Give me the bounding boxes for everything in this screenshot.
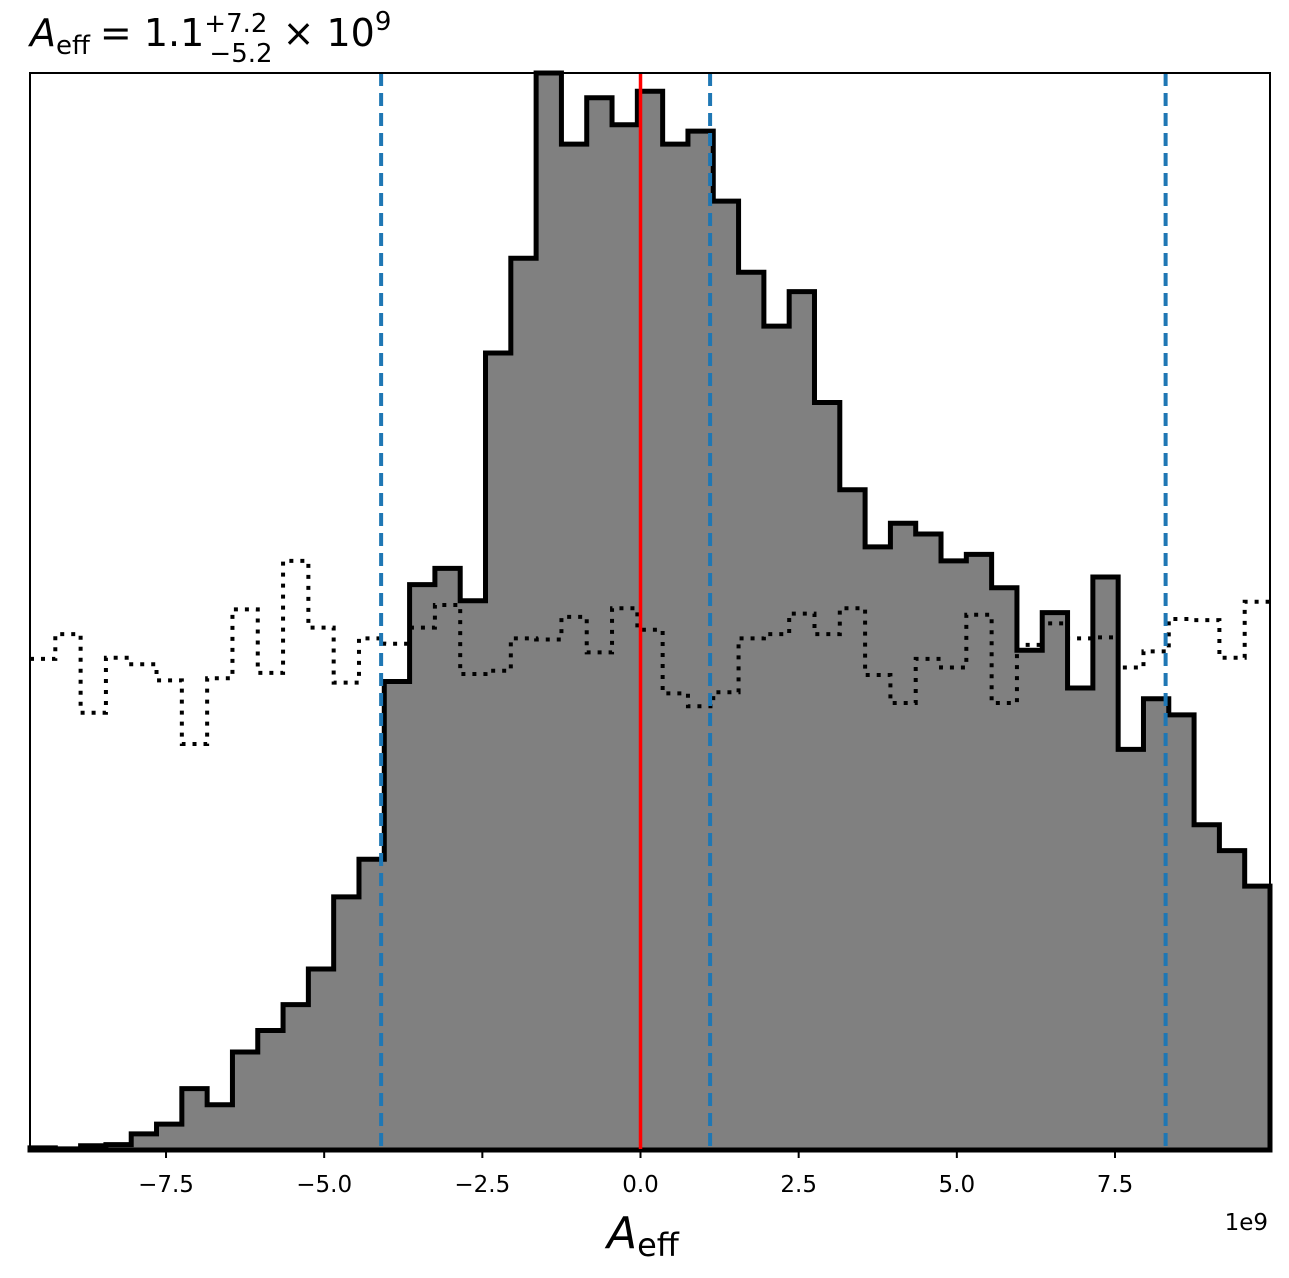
x-tick-label: 7.5: [1097, 1172, 1134, 1198]
histogram-dotted-line: [30, 558, 1270, 746]
x-axis-ticks: −7.5 −5.0 −2.5 0.0 2.5 5.0 7.5: [138, 1150, 1133, 1198]
x-tick-label: −7.5: [138, 1172, 194, 1198]
axes-frame: [29, 72, 1271, 1151]
x-tick-label: −5.0: [296, 1172, 352, 1198]
histogram-outline: [27, 70, 1273, 1153]
title-upper-error: +7.2: [204, 9, 267, 39]
title-scale: × 10: [283, 11, 375, 55]
x-axis-label-symbol: A: [604, 1208, 637, 1259]
x-tick-label: 0.0: [622, 1172, 659, 1198]
title-symbol: A: [27, 11, 56, 55]
x-tick-label: −2.5: [454, 1172, 510, 1198]
title-lower-error: −5.2: [209, 39, 272, 69]
title-symbol-subscript: eff: [56, 31, 91, 61]
x-axis-label-subscript: eff: [637, 1226, 680, 1264]
title-median: = 1.1: [100, 11, 204, 55]
x-axis-offset-label: 1e9: [1225, 1210, 1268, 1236]
plot-area: [27, 70, 1273, 1153]
histogram-fill: [30, 73, 1270, 1150]
chart-title: Aeff = 1.1+7.2 −5.2 × 109: [27, 7, 391, 69]
x-axis-label: Aeff: [604, 1208, 680, 1264]
x-tick-label: 5.0: [939, 1172, 976, 1198]
title-scale-exponent: 9: [375, 7, 392, 37]
x-tick-label: 2.5: [780, 1172, 817, 1198]
